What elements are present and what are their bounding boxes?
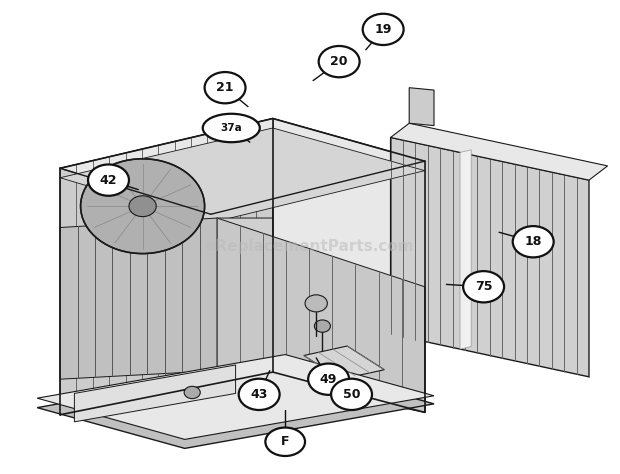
Circle shape: [305, 295, 327, 312]
Polygon shape: [391, 137, 589, 377]
Text: 18: 18: [525, 235, 542, 248]
Polygon shape: [217, 218, 273, 372]
Circle shape: [184, 386, 200, 399]
Circle shape: [363, 14, 404, 45]
Circle shape: [205, 72, 246, 103]
Polygon shape: [37, 363, 434, 448]
Polygon shape: [460, 150, 471, 349]
Polygon shape: [60, 128, 425, 223]
Circle shape: [239, 379, 280, 410]
Polygon shape: [60, 118, 273, 415]
Text: 43: 43: [250, 388, 268, 401]
Circle shape: [314, 320, 330, 332]
Text: 42: 42: [100, 173, 117, 187]
Text: 37a: 37a: [220, 123, 242, 133]
Ellipse shape: [265, 428, 305, 456]
Ellipse shape: [203, 114, 260, 142]
Text: 19: 19: [374, 23, 392, 36]
Text: 75: 75: [475, 280, 492, 293]
Polygon shape: [304, 346, 384, 379]
Text: eReplacementParts.com: eReplacementParts.com: [206, 239, 414, 254]
Polygon shape: [74, 365, 236, 422]
Text: 21: 21: [216, 81, 234, 94]
Circle shape: [319, 46, 360, 77]
Circle shape: [513, 226, 554, 257]
Polygon shape: [60, 218, 217, 379]
Text: F: F: [281, 435, 290, 448]
Polygon shape: [273, 118, 425, 412]
Polygon shape: [391, 123, 608, 180]
Circle shape: [81, 159, 205, 254]
Polygon shape: [37, 355, 434, 439]
Circle shape: [88, 164, 129, 196]
Circle shape: [331, 379, 372, 410]
Polygon shape: [60, 118, 425, 214]
Polygon shape: [409, 88, 434, 126]
Text: 50: 50: [343, 388, 360, 401]
Circle shape: [129, 196, 156, 217]
Circle shape: [308, 364, 349, 395]
Text: 49: 49: [320, 373, 337, 386]
Polygon shape: [217, 218, 425, 412]
Text: 20: 20: [330, 55, 348, 68]
Circle shape: [463, 271, 504, 302]
